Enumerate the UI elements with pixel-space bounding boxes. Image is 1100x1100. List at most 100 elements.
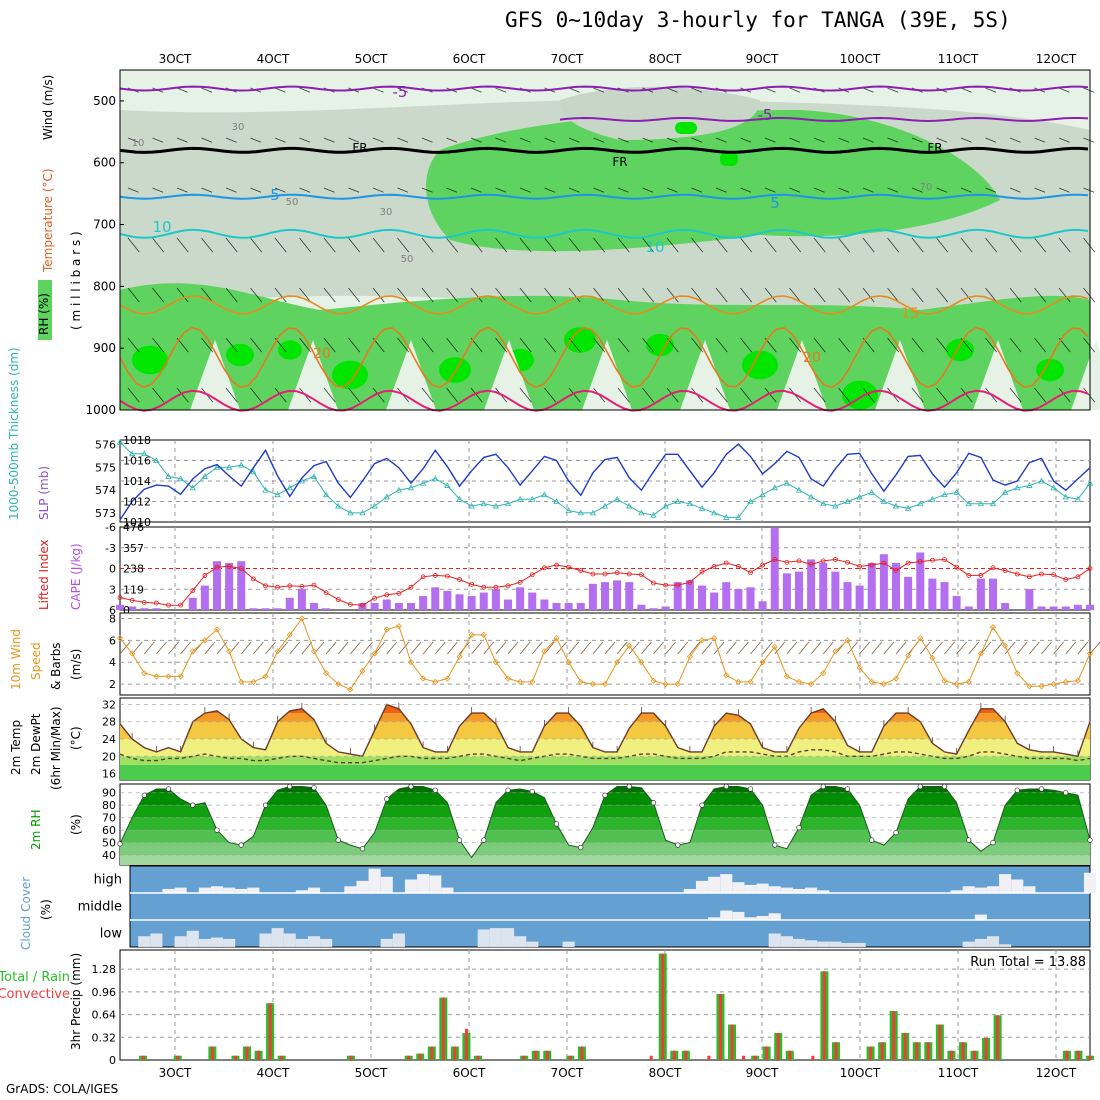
rh-bright-spot [646,333,674,357]
wind-barb [1009,237,1022,253]
bottom-date-tick-label: 8OCT [649,1066,682,1080]
pressure-tick-label: 700 [93,218,116,232]
pressure-tick-label: 800 [93,279,116,293]
cape-bar [467,596,476,610]
cloud-units-label: (%) [39,899,53,920]
cloud-cover-block [999,944,1012,947]
wind-speed-point [347,686,354,693]
wind-speed-point [468,631,475,638]
wind-barb [887,137,899,143]
wind-barb [617,387,630,403]
cape-bar [128,606,137,610]
contour-label: 30 [232,122,245,133]
top-date-tick-label: 3OCT [159,52,192,66]
wind-barb [152,287,165,303]
wind-barb [1083,287,1096,303]
thickness-line-point [407,484,415,491]
thickness-line-point [432,475,439,482]
contour-label: FR [612,155,627,169]
wind-barb [960,87,972,93]
thickness-line-point [153,457,160,463]
cloud-cover-block [138,936,151,947]
temp-tick-label: 28 [102,716,116,729]
lifted-index-point [675,582,681,588]
surface-wind-barb [750,641,761,655]
cape-bar [297,589,306,610]
cape-bar [394,603,403,610]
wind-barb [152,337,165,353]
wind-barb [348,137,360,143]
wind-barb [593,337,606,353]
cape-bar [1073,604,1082,610]
wind-barb [666,387,679,403]
cloud-cover-block [344,886,357,893]
contour-5 [119,193,1089,200]
wind-speed-point [856,664,863,671]
rh-axis-label: RH (%) [37,293,51,335]
pressure-tick-label: 900 [93,341,116,355]
cape-bar [273,608,282,610]
wind-speed-point [820,670,827,677]
cloud-cover-block [708,917,721,920]
wind-barb [715,187,727,193]
lifted-index-point [360,602,365,608]
surface-wind-barb [447,641,458,655]
cape-bar [564,603,573,610]
thickness-tick-label: 576 [95,439,116,452]
wind-speed-point [226,648,233,655]
wind-barb [1009,287,1022,303]
cape-bar [710,592,719,610]
surface-wind-barb [992,641,1004,655]
temp-axis-label-2: 2m DewPt [29,713,43,775]
wind-barb [176,237,189,253]
wind-speed-point [298,615,305,622]
contour-label: -5 [393,83,408,101]
rh-tick-label: 80 [102,799,116,812]
wind-barb [666,87,678,93]
wind-barb [225,237,238,253]
top-date-tick-label: 5OCT [355,52,388,66]
thickness-line-point [698,505,706,511]
wind-barb [740,287,753,303]
wind-barb [936,287,949,303]
rh-point [844,786,851,792]
cape-bar [1061,606,1070,610]
thickness-axis-label: 1000-500mb Thickness (dm) [7,347,21,520]
cloud-cover-block [186,930,199,947]
thickness-line-point [638,509,645,516]
rh-tick-label: 50 [102,837,116,850]
thickness-line-point [116,438,124,445]
surface-wind-barb [519,641,531,655]
thickness-line-point [383,493,390,500]
rh-tick-label: 60 [102,824,116,837]
lifted-index-point [699,569,705,575]
contour-label: 10 [645,238,664,256]
thickness-line-point [468,502,475,509]
precip-convective-bar [407,1055,411,1060]
thickness-line-point [820,500,827,507]
lifted-index-point [626,571,632,577]
wind-speed-point [444,675,451,682]
lifted-index-point [578,568,584,573]
wind-barb [372,387,385,403]
cape-bar [807,559,816,610]
bottom-date-tick-label: 12OCT [1036,1066,1077,1080]
rh-point [384,796,390,802]
rh-point [966,837,972,843]
thickness-line-point [1038,477,1045,484]
lifted-index-point [893,568,899,573]
wind-barb [446,137,458,143]
thickness-line-point [892,502,900,509]
wind-barb [470,287,483,303]
wind-barb [789,137,801,143]
cloud-cover-block [950,890,963,893]
rh-point [432,787,438,793]
wind-speed-point [541,648,548,655]
wind-barb [911,187,923,193]
precip-convective-bar [441,997,445,1060]
wind-barb [421,337,434,353]
dewpoint-line [119,749,1091,764]
wind-barb [544,237,557,253]
cloud-cover-block [514,936,527,947]
precip-convective-bar [915,1042,919,1060]
